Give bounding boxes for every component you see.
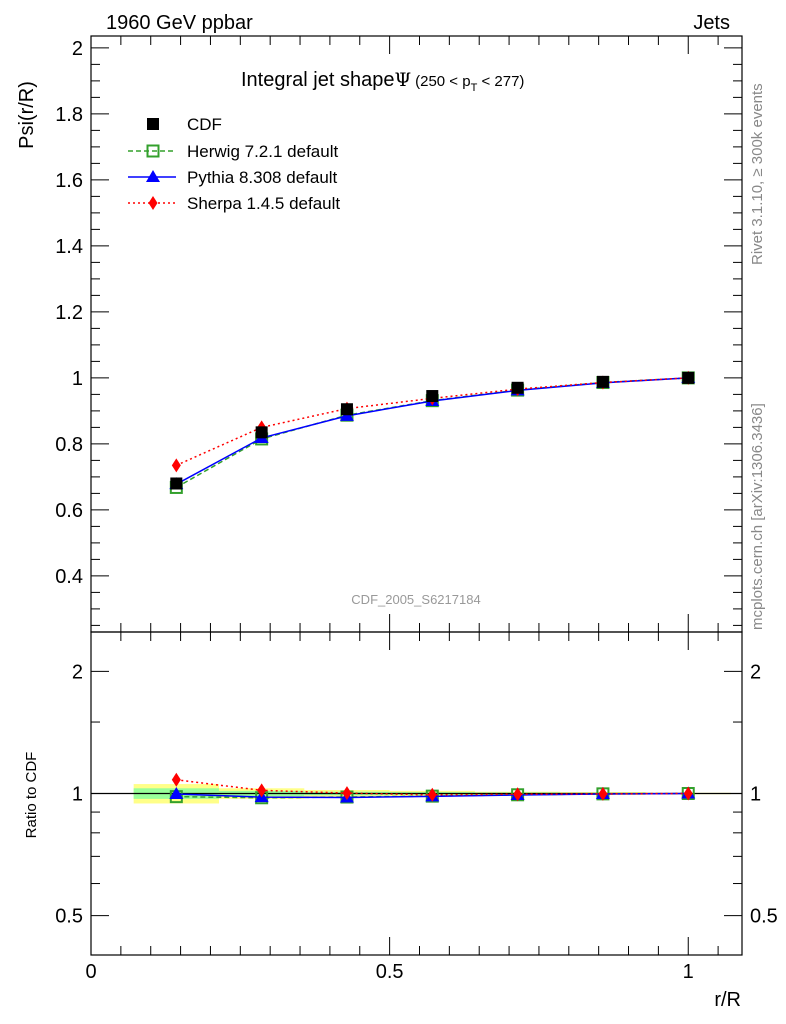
y-axis-label: Psi(r/R) bbox=[16, 81, 38, 149]
sherpa-ratio-point bbox=[257, 783, 267, 798]
legend-pythia-marker bbox=[146, 170, 160, 182]
chart-title-symbol: Ψ bbox=[394, 69, 411, 91]
legend-cdf-label: CDF bbox=[187, 115, 222, 134]
y-tick-label: 1.6 bbox=[55, 170, 83, 192]
y-tick-label: 2 bbox=[72, 38, 83, 60]
cdf-point bbox=[255, 426, 268, 439]
chart-title-text: Integral jet shape bbox=[241, 69, 394, 91]
chart-title-range-sub: T bbox=[471, 82, 478, 94]
ratio-y-tick-label: 1 bbox=[72, 784, 83, 806]
ratio-panel: 0.5 0.5 1 1 2 2 0 0.5 1 bbox=[55, 631, 778, 983]
y-tick-label: 0.4 bbox=[55, 566, 83, 588]
mcplots-label: mcplots.cern.ch [arXiv:1306.3436] bbox=[749, 403, 766, 630]
cdf-point bbox=[511, 381, 524, 394]
ratio-y-tick-label: 0.5 bbox=[55, 906, 83, 928]
rivet-label: Rivet 3.1.10, ≥ 300k events bbox=[749, 83, 766, 265]
legend-sherpa-label: Sherpa 1.4.5 default bbox=[187, 194, 340, 213]
ratio-y-tick-label-right: 1 bbox=[750, 784, 761, 806]
legend-sherpa-marker bbox=[148, 196, 158, 210]
y-tick-label: 1.4 bbox=[55, 236, 83, 258]
y-tick-label: 1.2 bbox=[55, 302, 83, 324]
header-left: 1960 GeV ppbar bbox=[106, 12, 253, 34]
x-tick-label: 1 bbox=[683, 961, 694, 983]
pythia-ratio-point bbox=[169, 787, 184, 800]
ratio-y-axis-label: Ratio to CDF bbox=[23, 752, 40, 839]
legend: CDF Herwig 7.2.1 default Pythia 8.308 defa… bbox=[128, 115, 340, 213]
y-tick-label: 1 bbox=[72, 368, 83, 390]
ratio-y-tick-label: 2 bbox=[72, 661, 83, 683]
x-tick-label: 0 bbox=[85, 961, 96, 983]
chart-title-range-post: < 277) bbox=[477, 73, 524, 90]
x-tick-label: 0.5 bbox=[376, 961, 404, 983]
cdf-point bbox=[170, 477, 183, 490]
x-axis-label: r/R bbox=[714, 989, 741, 1011]
sherpa-ratio-point bbox=[683, 786, 693, 801]
legend-herwig-marker bbox=[146, 144, 160, 158]
cdf-point bbox=[340, 403, 353, 416]
legend-herwig-label: Herwig 7.2.1 default bbox=[187, 142, 338, 161]
cdf-point bbox=[682, 371, 695, 384]
y-tick-label: 0.6 bbox=[55, 500, 83, 522]
chart-title-range-pre: (250 < p bbox=[415, 73, 470, 90]
y-tick-label: 0.8 bbox=[55, 434, 83, 456]
legend-cdf-marker bbox=[147, 118, 159, 130]
sherpa-ratio-point bbox=[427, 787, 437, 802]
cdf-point bbox=[426, 390, 439, 403]
analysis-watermark: CDF_2005_S6217184 bbox=[351, 592, 480, 607]
ratio-y-tick-label-right: 2 bbox=[750, 661, 761, 683]
sherpa-ratio-point bbox=[171, 772, 181, 787]
ratio-y-tick-label-right: 0.5 bbox=[750, 906, 778, 928]
sherpa-ratio-point bbox=[342, 786, 352, 801]
cdf-point bbox=[596, 375, 609, 388]
chart-title: Integral jet shapeΨ (250 < pT < 277) bbox=[241, 69, 524, 94]
header-right: Jets bbox=[693, 12, 730, 34]
legend-pythia-label: Pythia 8.308 default bbox=[187, 168, 338, 187]
sherpa-ratio-point bbox=[513, 787, 523, 802]
y-tick-label: 1.8 bbox=[55, 104, 83, 126]
sherpa-ratio-point bbox=[598, 786, 608, 801]
sherpa-point bbox=[171, 458, 181, 473]
